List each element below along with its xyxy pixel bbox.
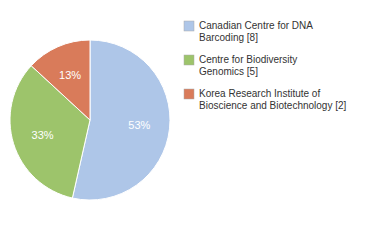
chart: 53% 33% 13% Canadian Centre for DNABarcodin…	[0, 0, 380, 240]
legend-item: Korea Research Institute ofBioscience an…	[184, 88, 347, 111]
legend-label: Korea Research Institute ofBioscience an…	[199, 88, 347, 111]
legend-swatch	[184, 21, 194, 31]
legend-label-line: Barcoding [8]	[199, 32, 258, 43]
pie	[10, 40, 170, 200]
data-label: 33%	[32, 129, 54, 141]
legend-label: Centre for BiodiversityGenomics [5]	[199, 54, 297, 77]
legend: Canadian Centre for DNABarcoding [8] Cent…	[184, 20, 347, 111]
legend-label: Canadian Centre for DNABarcoding [8]	[199, 20, 313, 43]
legend-label-line: Genomics [5]	[199, 66, 258, 77]
legend-label-line: Canadian Centre for DNA	[199, 20, 313, 31]
legend-label-line: Korea Research Institute of	[199, 88, 320, 99]
data-label: 13%	[59, 69, 81, 81]
pie-slice	[31, 40, 90, 120]
data-labels: 53% 33% 13%	[32, 69, 151, 141]
chart-container: 53% 33% 13% Canadian Centre for DNABarcodin…	[0, 0, 380, 240]
legend-item: Centre for BiodiversityGenomics [5]	[184, 54, 297, 77]
legend-label-line: Centre for Biodiversity	[199, 54, 297, 65]
legend-label-line: Bioscience and Biotechnology [2]	[199, 100, 347, 111]
legend-swatch	[184, 89, 194, 99]
data-label: 53%	[128, 119, 150, 131]
legend-item: Canadian Centre for DNABarcoding [8]	[184, 20, 313, 43]
legend-swatch	[184, 55, 194, 65]
